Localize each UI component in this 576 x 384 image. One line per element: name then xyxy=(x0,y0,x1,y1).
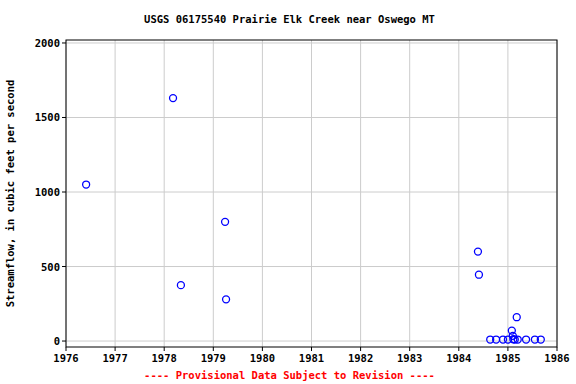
point xyxy=(222,218,229,225)
tick xyxy=(62,42,66,43)
title: USGS 06175540 Prairie Elk Creek near Osw… xyxy=(144,13,435,25)
grid-line xyxy=(409,40,410,347)
grid-line xyxy=(507,40,508,347)
tick xyxy=(507,347,508,351)
point xyxy=(513,314,520,321)
tick-label: 1978 xyxy=(152,352,177,364)
axis-label: Streamflow, in cubic feet per second xyxy=(4,80,16,308)
tick xyxy=(62,192,66,193)
grid-line xyxy=(458,40,459,347)
tick-label: 1986 xyxy=(544,352,569,364)
point xyxy=(475,271,482,278)
tick-label: 0 xyxy=(54,335,60,347)
tick xyxy=(213,347,214,351)
grid-line xyxy=(66,266,557,267)
chart: 1976 1977 1978 1979 1980 1981 1982 1983 1984 1985… xyxy=(0,0,576,384)
tick xyxy=(164,347,165,351)
grid-line xyxy=(66,42,557,43)
tick-label: 1976 xyxy=(53,352,78,364)
grid-line xyxy=(311,40,312,347)
tick xyxy=(458,347,459,351)
tick xyxy=(115,347,116,351)
point xyxy=(83,181,90,188)
tick xyxy=(557,347,558,351)
point xyxy=(514,336,521,343)
tick xyxy=(409,347,410,351)
tick-label: 1982 xyxy=(348,352,373,364)
tick-label: 1984 xyxy=(446,352,471,364)
grid-line xyxy=(262,40,263,347)
tick-label: 1500 xyxy=(35,111,60,123)
grid-line xyxy=(164,40,165,347)
point xyxy=(170,95,177,102)
tick-label: 500 xyxy=(41,261,60,273)
grid-line xyxy=(66,192,557,193)
tick-label: 1983 xyxy=(397,352,422,364)
tick-label: 2000 xyxy=(35,37,60,49)
caption: ---- Provisional Data Subject to Revisio… xyxy=(144,369,435,381)
plot-frame xyxy=(66,40,557,347)
tick xyxy=(262,347,263,351)
tick-label: 1981 xyxy=(299,352,324,364)
grid-line xyxy=(360,40,361,347)
point xyxy=(493,336,500,343)
tick xyxy=(62,117,66,118)
tick-label: 1985 xyxy=(495,352,520,364)
point xyxy=(223,296,230,303)
point xyxy=(537,336,544,343)
grid-line xyxy=(66,117,557,118)
tick xyxy=(62,266,66,267)
tick xyxy=(311,347,312,351)
tick-label: 1979 xyxy=(201,352,226,364)
grid-line xyxy=(66,341,557,342)
points xyxy=(83,95,545,343)
tick xyxy=(360,347,361,351)
plot-area xyxy=(66,40,557,347)
grid-line xyxy=(213,40,214,347)
tick xyxy=(62,341,66,342)
tick-label: 1000 xyxy=(35,186,60,198)
tick-label: 1977 xyxy=(102,352,127,364)
tick-label: 1980 xyxy=(250,352,275,364)
point xyxy=(474,248,481,255)
tick xyxy=(66,347,67,351)
grid-line xyxy=(115,40,116,347)
point xyxy=(523,336,530,343)
point xyxy=(177,282,184,289)
